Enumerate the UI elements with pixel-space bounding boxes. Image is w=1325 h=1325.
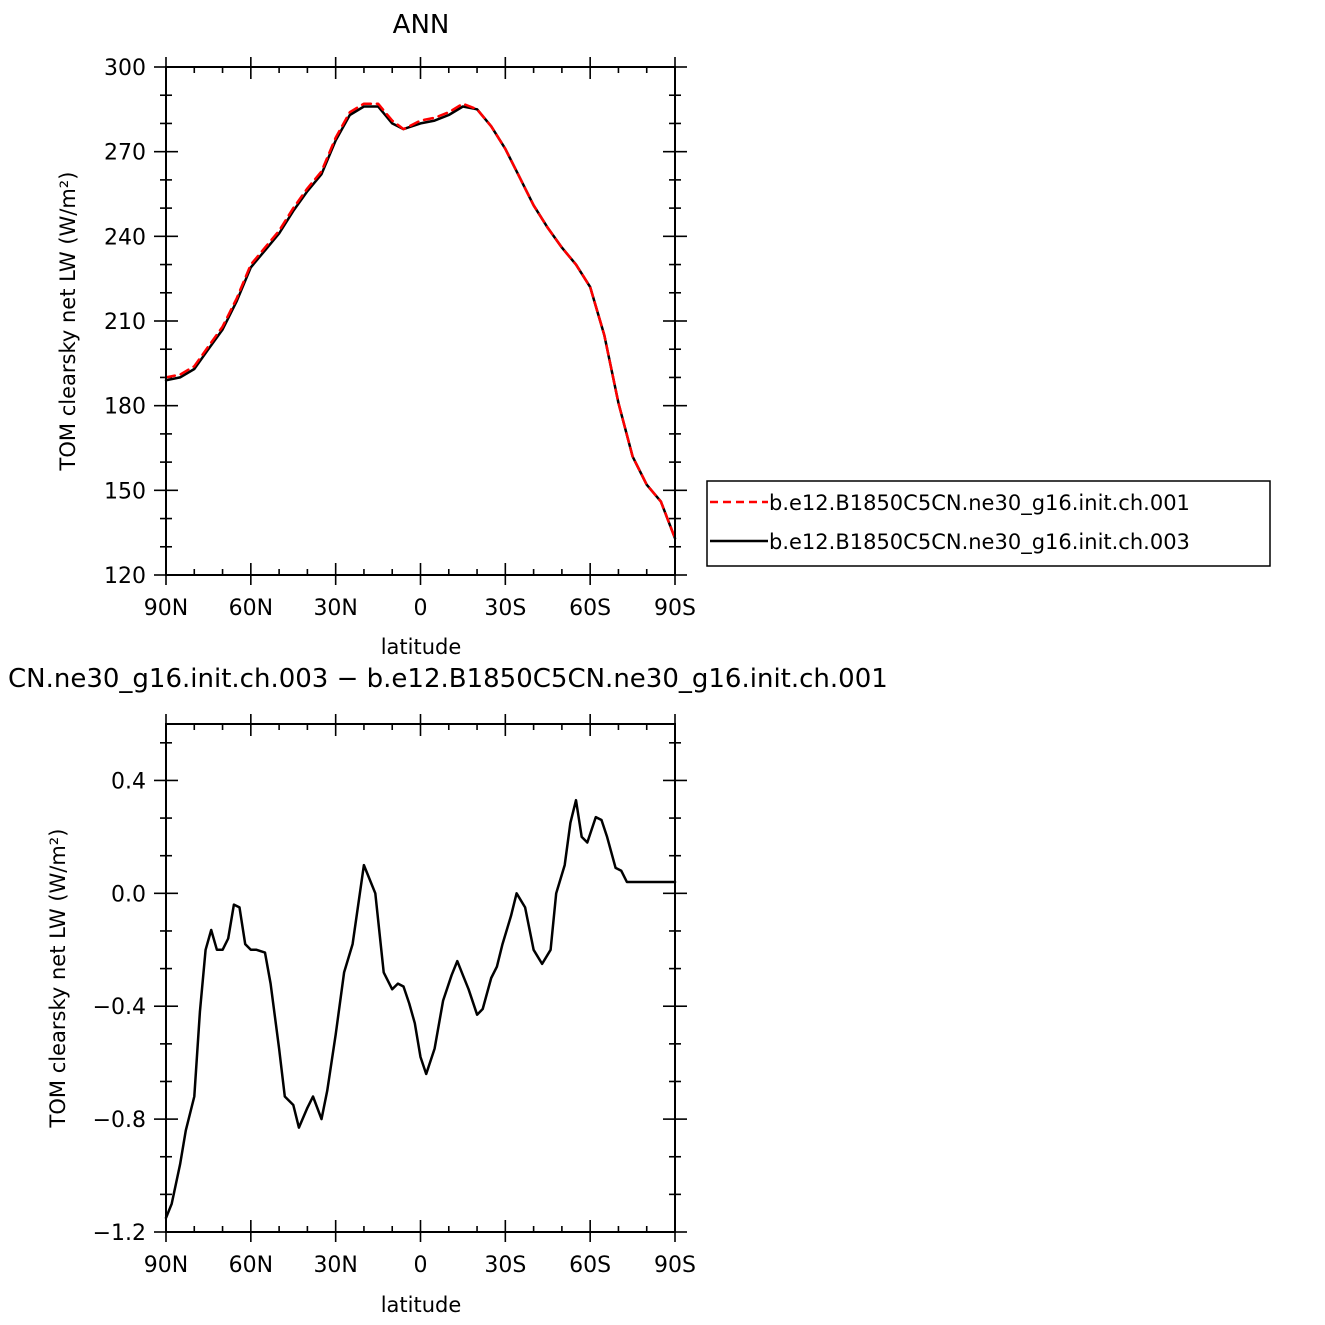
top-x-tick-label: 60S (569, 596, 611, 621)
bottom-y-tick-label: 0.4 (111, 769, 146, 794)
top-panel: ANN 90N 60N 30N 0 30S 60S 90S 120 150 180 210 240 27… (56, 10, 1271, 659)
legend: b.e12.B1850C5CN.ne30_g16.init.ch.001 b.e… (706, 480, 1271, 567)
bottom-chart-title: CN.ne30_g16.init.ch.003 − b.e12.B1850C5C… (8, 664, 888, 694)
legend-box (706, 480, 1271, 567)
bottom-series-line-1 (164, 798, 677, 1220)
bottom-y-tick-label: −0.8 (93, 1108, 146, 1133)
top-series-line-1 (164, 102, 677, 540)
legend-label-series-1: b.e12.B1850C5CN.ne30_g16.init.ch.001 (769, 491, 1190, 516)
legend-label-series-2: b.e12.B1850C5CN.ne30_g16.init.ch.003 (769, 530, 1190, 555)
bottom-series-group (164, 798, 677, 1220)
top-y-tick-label: 210 (104, 310, 146, 335)
top-y-tick-label: 150 (104, 479, 146, 504)
bottom-y-axis-label: TOM clearsky net LW (W/m²) (46, 829, 70, 1129)
bottom-y-tick-label: −0.4 (93, 995, 146, 1020)
top-x-tick-label: 30N (313, 596, 357, 621)
top-series-group (164, 102, 677, 540)
top-x-tick-label: 90N (144, 596, 188, 621)
bottom-panel: CN.ne30_g16.init.ch.003 − b.e12.B1850C5C… (8, 664, 888, 1317)
bottom-x-tick-label: 30N (313, 1253, 357, 1278)
bottom-y-tick-label: 0.0 (111, 882, 146, 907)
bottom-plot-frame (165, 723, 676, 1233)
bottom-x-tick-label: 0 (414, 1253, 428, 1278)
bottom-y-tick-label: −1.2 (93, 1221, 146, 1246)
bottom-x-tick-label: 30S (484, 1253, 526, 1278)
bottom-x-tick-label: 60N (229, 1253, 273, 1278)
top-y-tick-label: 240 (104, 225, 146, 250)
bottom-x-tick-label: 90N (144, 1253, 188, 1278)
top-y-tick-label: 180 (104, 395, 146, 420)
bottom-x-tick-label: 60S (569, 1253, 611, 1278)
bottom-x-axis-label: latitude (381, 1293, 462, 1317)
bottom-axis-ticks: 90N 60N 30N 0 30S 60S 90S −1.2 −0.8 −0.4 0.0 0.4 (93, 714, 696, 1278)
top-x-axis-label: latitude (381, 635, 462, 659)
bottom-x-tick-label: 90S (654, 1253, 696, 1278)
top-x-tick-label: 30S (484, 596, 526, 621)
top-chart-title: ANN (393, 10, 450, 40)
top-axis-ticks: 90N 60N 30N 0 30S 60S 90S 120 150 180 210 240 270 300 (104, 56, 696, 621)
top-series-line-2 (164, 105, 677, 540)
top-y-tick-label: 300 (104, 56, 146, 81)
top-x-tick-label: 60N (229, 596, 273, 621)
top-y-tick-label: 270 (104, 141, 146, 166)
top-y-tick-label: 120 (104, 564, 146, 589)
top-plot-frame (165, 66, 676, 576)
top-y-axis-label: TOM clearsky net LW (W/m²) (56, 172, 80, 472)
top-x-tick-label: 0 (414, 596, 428, 621)
top-x-tick-label: 90S (654, 596, 696, 621)
